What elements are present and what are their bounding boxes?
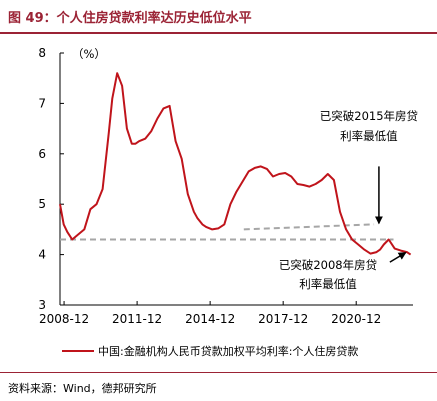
y-tick-label: 4 xyxy=(38,248,46,262)
annotation-2008-text: 已突破2008年房贷 xyxy=(279,258,377,272)
reference-line xyxy=(243,223,375,231)
x-tick-label: 2020-12 xyxy=(331,312,381,326)
chart-axes: 3 4 5 6 7 8 （%） 2008-12 2011-12 2014-12 2017-12 202… xyxy=(38,46,413,326)
annotation-2015-text: 已突破2015年房贷 xyxy=(320,109,418,123)
x-tick-label: 2014-12 xyxy=(185,312,235,326)
annotation-2015-text: 利率最低值 xyxy=(340,129,398,143)
y-tick-label: 7 xyxy=(38,96,46,110)
x-tick-label: 2011-12 xyxy=(112,312,162,326)
x-tick-label: 2017-12 xyxy=(258,312,308,326)
y-tick-label: 3 xyxy=(38,298,46,312)
series-line xyxy=(59,72,412,256)
y-tick-label: 6 xyxy=(38,147,46,161)
source-divider xyxy=(0,372,437,373)
figure-title: 图 49：个人住房贷款利率达历史低位水平 xyxy=(8,11,252,26)
reference-lines xyxy=(60,223,394,241)
annotation-2008-arrow xyxy=(389,251,407,263)
title-divider xyxy=(0,32,437,34)
chart-legend: 中国:金融机构人民币贷款加权平均利率:个人住房贷款 xyxy=(62,344,358,358)
y-tick-label: 5 xyxy=(38,197,46,211)
legend-label: 中国:金融机构人民币贷款加权平均利率:个人住房贷款 xyxy=(98,344,358,358)
y-unit-label: （%） xyxy=(72,47,106,61)
y-tick-label: 8 xyxy=(38,46,46,60)
source-note: 资料来源：Wind，德邦研究所 xyxy=(8,382,157,395)
chart-series xyxy=(59,72,412,256)
annotation-2008-text: 利率最低值 xyxy=(299,277,357,291)
line-chart: 3 4 5 6 7 8 （%） 2008-12 2011-12 2014-12 2017-12 202… xyxy=(38,46,418,358)
x-tick-label: 2008-12 xyxy=(39,312,89,326)
